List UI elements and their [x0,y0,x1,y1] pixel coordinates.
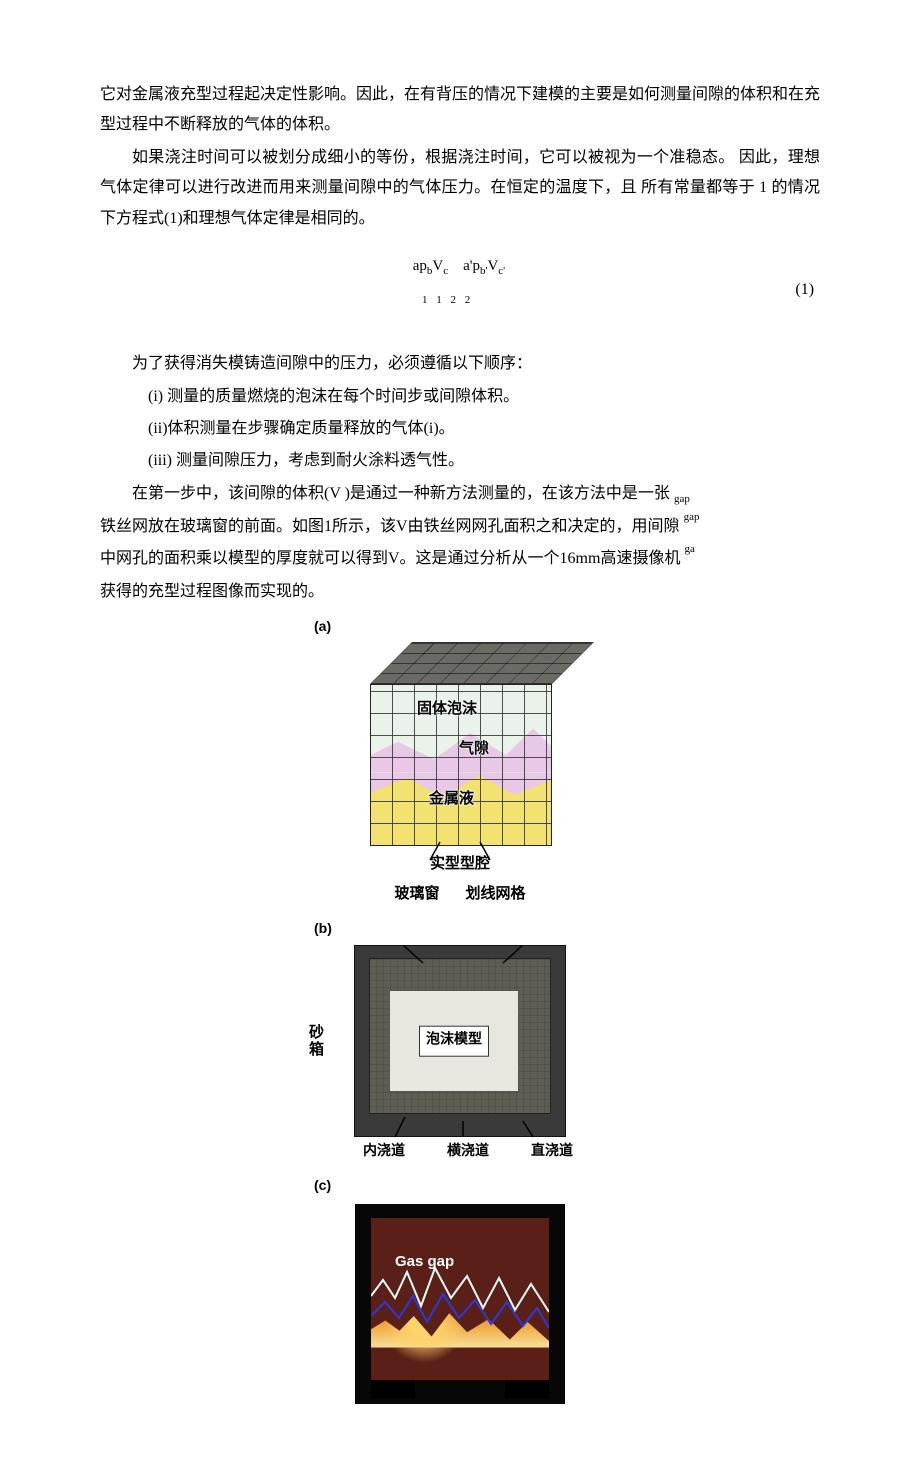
subscript-ga: ga [684,544,694,556]
list-item-3: (iii) 测量间隙压力，考虑到耐火涂料透气性。 [100,446,820,476]
paragraph-3: 为了获得消失模铸造间隙中的压力，必须遵循以下顺序： [100,349,820,379]
panel-c: Gas gap [355,1204,565,1404]
paragraph-4-line4: 获得的充型过程图像而实现的。 [100,577,820,607]
label-ingate: 内浇道 [363,1139,405,1166]
page: 它对金属液充型过程起决定性影响。因此，在有背压的情况下建模的主要是如何测量间隙的… [0,0,920,1464]
panel-a-tag: (a) [314,613,610,640]
label-foam-pattern: 泡沫模型 [419,1026,489,1057]
figure-1: (a) 固体泡沫 气隙 金属液 实型型腔 玻璃窗 划线网格 [310,613,610,1404]
label-runner: 横浇道 [447,1139,489,1166]
panel-c-tag: (c) [314,1172,610,1199]
panel-b: 泡沫模型 砂箱 内浇道 横浇道 直浇道 [345,945,575,1166]
paragraph-4-line1: 在第一步中，该间隙的体积(V )是通过一种新方法测量的，在该方法中是一张 gap [100,479,820,510]
list-item-1: (i) 测量的质量燃烧的泡沫在每个时间步或间隙体积。 [100,382,820,412]
equation-body: apbVc a'pb'Vc' 1 1 2 2 [390,242,505,339]
panel-b-tag: (b) [314,915,610,942]
subscript-gap-1: gap [674,493,690,505]
paragraph-1: 它对金属液充型过程起决定性影响。因此，在有背压的情况下建模的主要是如何测量间隙的… [100,80,820,141]
paragraph-4-line3: 中网孔的面积乘以模型的厚度就可以得到V。这是通过分析从一个16mm高速摄像机 g… [100,544,820,574]
label-gap: 气隙 [459,735,489,764]
paragraph-2: 如果浇注时间可以被划分成细小的等份，根据浇注时间，它可以被视为一个准稳态。 因此… [100,143,820,234]
equation-1: apbVc a'pb'Vc' 1 1 2 2 (1) [100,242,820,339]
label-sprue: 直浇道 [531,1139,573,1166]
equation-number: (1) [795,275,820,305]
panel-a: 固体泡沫 气隙 金属液 [360,642,560,846]
subscript-gap-2: gap [684,512,700,524]
label-foam: 固体泡沫 [417,695,477,724]
panel-c-outline [371,1218,549,1380]
list-item-2: (ii)体积测量在步骤确定质量释放的气体(i)。 [100,414,820,444]
label-glass: 玻璃窗 [394,880,439,909]
label-metal: 金属液 [429,785,474,814]
paragraph-4-line2: 铁丝网放在玻璃窗的前面。如图1所示，该V由铁丝网网孔面积之和决定的，用间隙 ga… [100,512,820,542]
label-gas-gap: Gas gap [395,1248,454,1277]
label-grid: 划线网格 [466,880,526,909]
label-cavity: 实型型腔 [310,850,610,879]
label-sandbox: 砂箱 [309,1025,324,1058]
